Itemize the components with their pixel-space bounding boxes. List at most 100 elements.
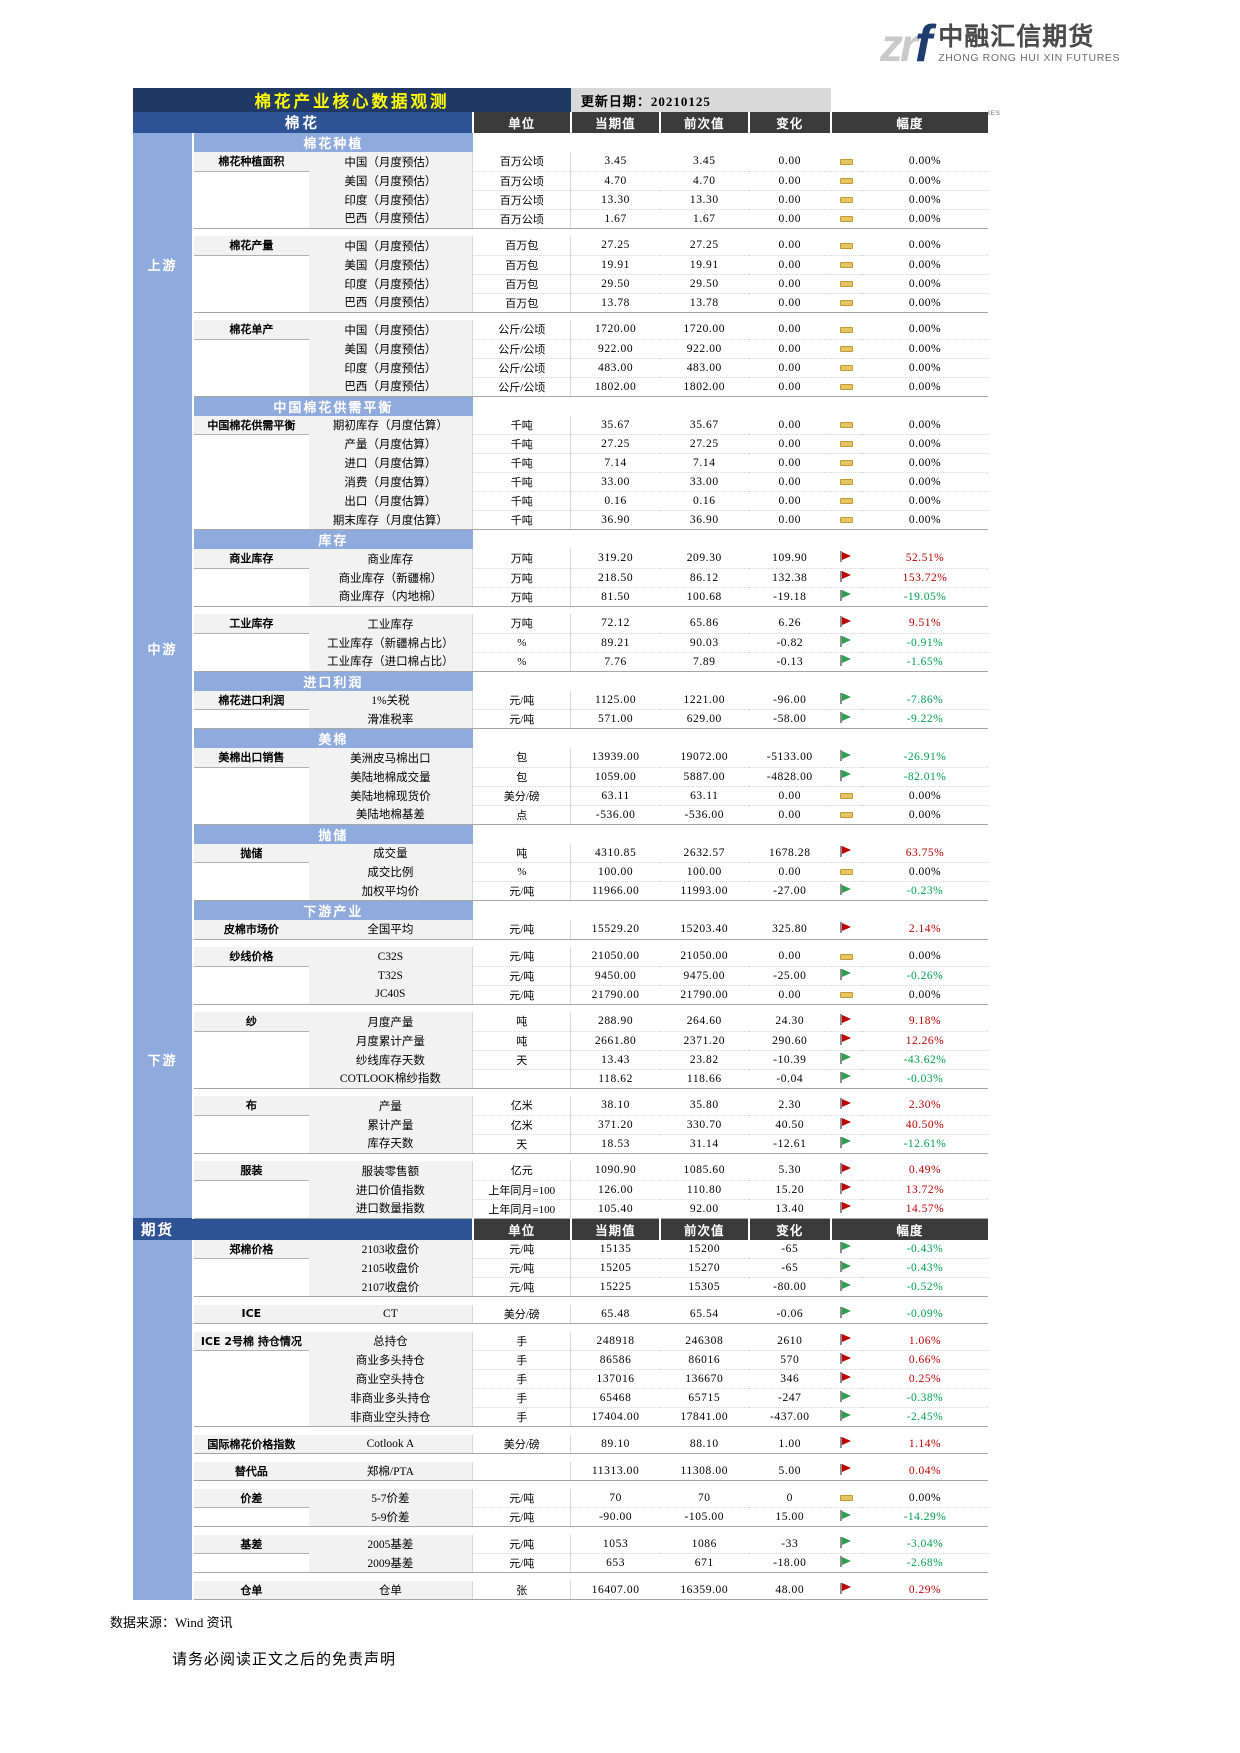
category-empty	[193, 1180, 309, 1199]
up-flag-icon	[839, 1163, 853, 1175]
futures-direction-flag	[830, 1580, 862, 1600]
group-spacer-change	[749, 396, 831, 416]
group-spacer-flag	[831, 396, 862, 416]
up-flag-icon	[839, 1463, 853, 1475]
down-flag-icon	[839, 750, 853, 762]
row-pct-value: -82.01%	[862, 767, 988, 787]
table-row: 5-9价差 元/吨 -90.00 -105.00 15.00 -14.29%	[133, 1507, 988, 1527]
flat-flag-icon	[839, 953, 853, 960]
row-current-value: 63.11	[570, 786, 660, 806]
futures-pct-value: -0.43%	[862, 1239, 988, 1259]
table-row: 基差 2005基差 元/吨 1053 1086 -33 -3.04%	[133, 1534, 988, 1554]
row-unit: 包	[472, 767, 572, 787]
row-pct-value: 0.00%	[862, 255, 988, 275]
row-current-value: 3.45	[570, 152, 660, 172]
futures-block-spacer-rest	[308, 1426, 988, 1435]
futures-unit: 元/吨	[472, 1553, 572, 1573]
row-unit: 点	[472, 805, 572, 825]
row-unit: 千吨	[472, 472, 572, 492]
row-direction-flag	[830, 709, 862, 729]
row-previous-value: 31.14	[659, 1134, 749, 1154]
row-pct-value: 0.00%	[862, 358, 988, 378]
row-direction-flag	[830, 1134, 862, 1154]
row-current-value: 0.16	[570, 491, 660, 511]
up-flag-icon	[839, 845, 853, 857]
futures-current-value: 15205	[570, 1258, 660, 1278]
row-direction-flag	[830, 966, 862, 986]
stage-label-1: 中游	[133, 396, 195, 901]
row-previous-value: 118.66	[659, 1069, 749, 1089]
group-spacer-current	[571, 729, 660, 749]
row-pct-value: 0.00%	[862, 510, 988, 530]
row-item-name: 出口（月度估算）	[308, 491, 473, 511]
futures-change-value: 1.00	[748, 1434, 831, 1454]
futures-category-label: 价差	[193, 1488, 309, 1508]
down-flag-icon	[839, 1556, 853, 1567]
futures-unit: 元/吨	[472, 1277, 572, 1297]
futures-unit: 手	[472, 1350, 572, 1370]
row-item-name: 印度（月度预估）	[308, 358, 473, 377]
row-unit: 包	[472, 748, 572, 768]
row-pct-value: 40.50%	[862, 1115, 988, 1135]
row-direction-flag	[830, 881, 862, 901]
row-change-value: 0.00	[748, 190, 831, 210]
row-current-value: 218.50	[570, 568, 660, 588]
row-previous-value: 33.00	[659, 472, 749, 492]
table-row: 巴西（月度预估） 公斤/公顷 1802.00 1802.00 0.00 0.00%	[133, 377, 988, 397]
group-spacer-flag	[831, 729, 862, 749]
col-header-pct: 幅度	[829, 112, 988, 133]
futures-unit: 手	[472, 1407, 572, 1427]
row-current-value: 922.00	[570, 339, 660, 359]
futures-previous-value: 17841.00	[659, 1407, 749, 1427]
futures-change-value: -247	[748, 1388, 831, 1408]
row-unit: 吨	[472, 1031, 572, 1051]
row-item-name: 中国（月度预估）	[308, 152, 473, 171]
row-change-value: 40.50	[748, 1115, 831, 1135]
row-pct-value: 0.00%	[862, 377, 988, 397]
row-item-name: 工业库存（新疆棉占比）	[308, 633, 473, 652]
futures-item-name: 商业空头持仓	[308, 1369, 473, 1389]
futures-current-value: 653	[570, 1553, 660, 1573]
futures-change-value: -437.00	[748, 1407, 831, 1427]
futures-unit: 元/吨	[472, 1534, 572, 1554]
futures-pct-value: 0.66%	[862, 1350, 988, 1370]
table-row: 巴西（月度预估） 百万公顷 1.67 1.67 0.00 0.00%	[133, 209, 988, 229]
update-date: 更新日期：20210125	[570, 88, 831, 112]
row-previous-value: 27.25	[659, 434, 749, 454]
row-item-name: 产量（月度估算）	[308, 434, 473, 454]
futures-block-spacer-rest	[308, 1526, 988, 1535]
down-flag-icon	[839, 1306, 853, 1318]
group-spacer-unit	[473, 396, 571, 416]
row-current-value: 89.21	[570, 633, 660, 653]
row-item-name: 期末库存（月度估算）	[308, 510, 473, 530]
row-pct-value: 0.00%	[862, 947, 988, 967]
row-previous-value: 13.78	[659, 293, 749, 313]
row-unit: 百万公顷	[472, 209, 572, 229]
futures-block-spacer	[193, 1526, 309, 1535]
table-row: 进口价值指数 上年同月=100 126.00 110.80 15.20 13.72%	[133, 1180, 988, 1200]
data-source-note: 数据来源：Wind 资讯	[110, 1615, 233, 1630]
row-direction-flag	[830, 748, 862, 768]
group-spacer-change	[749, 530, 831, 550]
futures-direction-flag	[830, 1488, 862, 1508]
category-label: 中国棉花供需平衡	[193, 415, 309, 435]
flat-flag-icon	[839, 158, 853, 165]
table-row: 商业库存 商业库存 万吨 319.20 209.30 109.90 52.51%	[133, 549, 988, 569]
group-spacer-pct	[862, 824, 988, 844]
row-current-value: 29.50	[570, 274, 660, 294]
row-previous-value: 4.70	[659, 171, 749, 191]
row-item-name: 巴西（月度预估）	[308, 377, 473, 397]
up-flag-icon	[839, 1333, 853, 1345]
down-flag-icon	[839, 1536, 853, 1548]
row-previous-value: 1802.00	[659, 377, 749, 397]
row-item-name: 纱线库存天数	[308, 1050, 473, 1069]
row-current-value: 27.25	[570, 434, 660, 454]
block-spacer	[193, 606, 309, 614]
group-spacer-current	[571, 396, 660, 416]
row-direction-flag	[830, 209, 862, 229]
row-item-name: C32S	[308, 947, 473, 966]
row-previous-value: 1221.00	[659, 690, 749, 710]
futures-unit: 张	[472, 1580, 572, 1600]
futures-block-spacer	[193, 1572, 309, 1581]
row-previous-value: 19072.00	[659, 748, 749, 768]
